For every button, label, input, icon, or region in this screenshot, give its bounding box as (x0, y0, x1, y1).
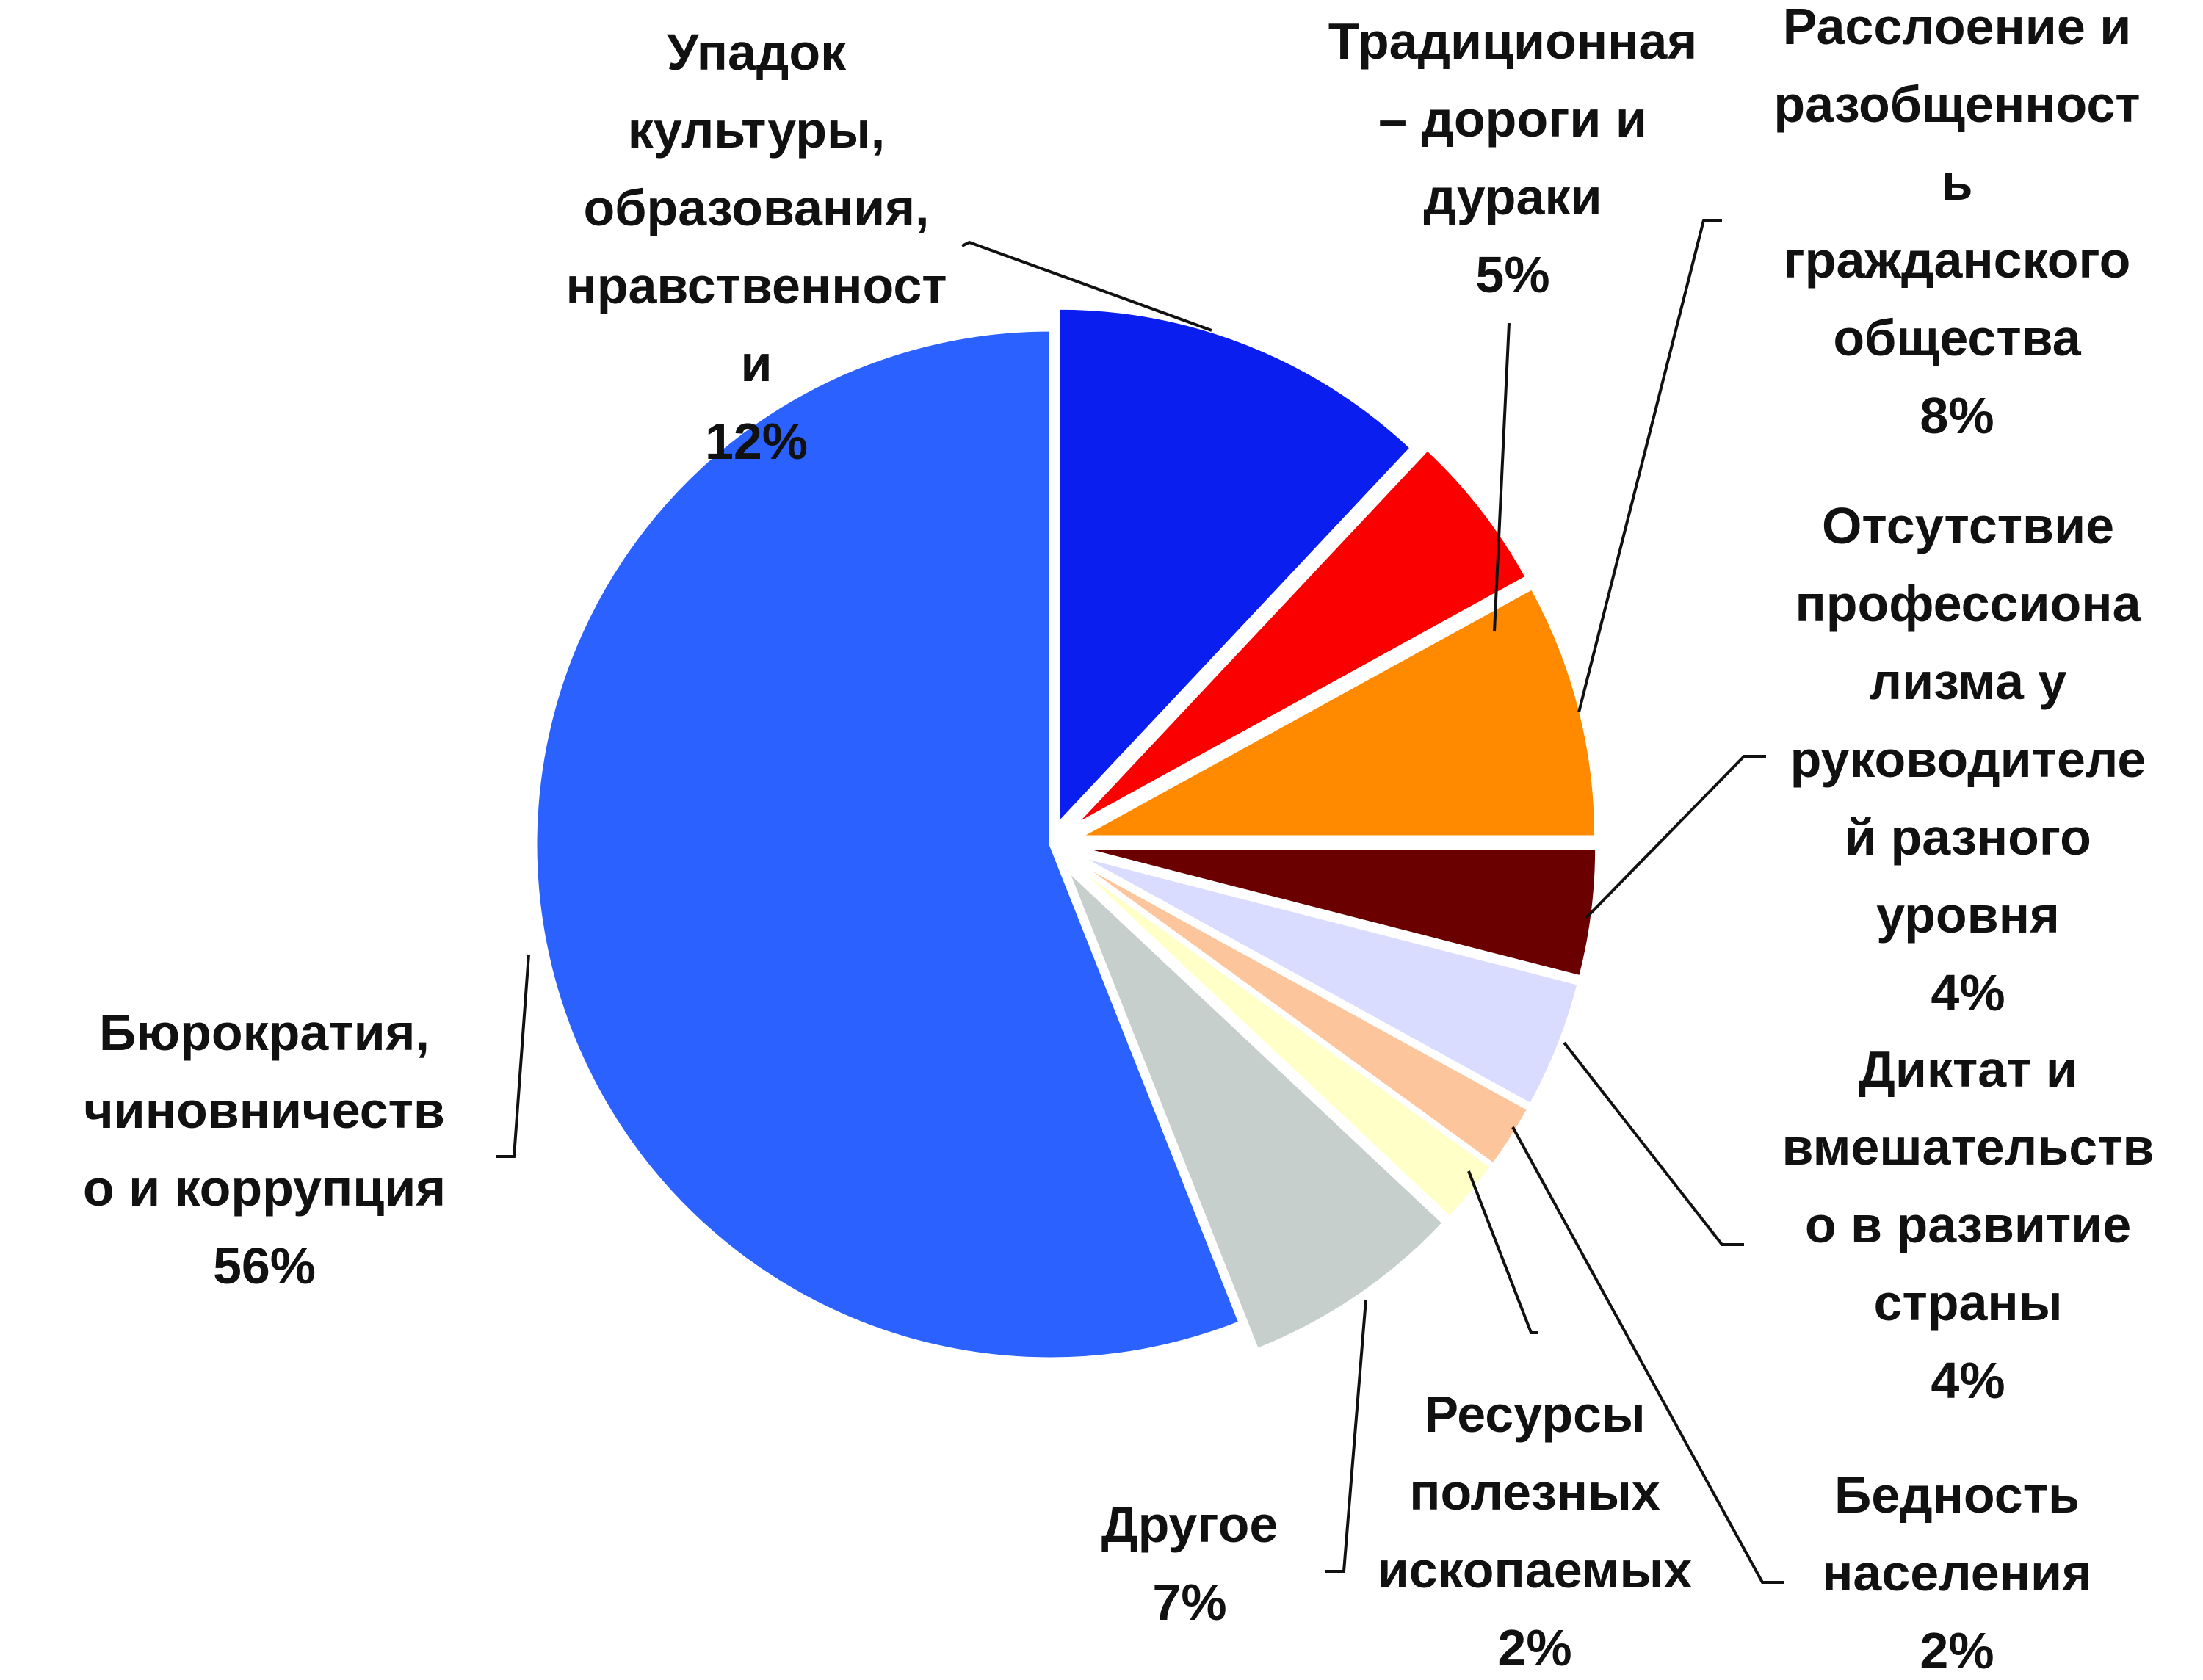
leader-line (961, 240, 1212, 332)
slice-label-line: ископаемых (1378, 1541, 1693, 1598)
pie-slice (1067, 870, 1445, 1351)
pie-slice (1057, 307, 1413, 826)
slice-label: Диктат и вмешательств о в развитие страны 4% (1781, 1040, 2154, 1409)
slice-value-label: 2% (1920, 1622, 1994, 1679)
leader-line (496, 954, 530, 1158)
slice-label-line: гражданского (1784, 231, 2131, 289)
slice-label-line: страны (1874, 1274, 2063, 1331)
pie-slice (535, 329, 1241, 1360)
slice-label: Традиционная – дороги и дураки 5% (1328, 12, 1697, 303)
slice-label-line: й разного (1845, 808, 2091, 866)
slice-label-line: профессиона (1795, 575, 2142, 632)
leader-line (1511, 1126, 1784, 1584)
slice-value-label: 12% (705, 413, 808, 470)
pie-slice (1074, 863, 1493, 1219)
slice-label-line: Отсутствие (1822, 497, 2114, 554)
slice-labels: Упадок культуры, образования, нравственност… (83, 0, 2155, 1679)
slice-label: Отсутствие профессиона лизма у руководителе… (1790, 497, 2146, 1021)
slice-label-line: вмешательств (1781, 1118, 2154, 1176)
slice-label-line: общества (1833, 309, 2081, 366)
slice-label: Бедность населения 2% (1822, 1466, 2092, 1679)
leader-line (1325, 1299, 1367, 1573)
slice-value-label: 5% (1475, 246, 1549, 303)
slice-label: Другое 7% (1102, 1496, 1278, 1631)
slice-label-line: Упадок (667, 23, 847, 81)
slice-label-line: Диктат и (1859, 1040, 2077, 1098)
slice-label-line: – дороги и (1378, 90, 1647, 148)
slice-label-line: руководителе (1790, 731, 2146, 788)
slice-value-label: 56% (213, 1237, 316, 1295)
slice-label: Расслоение и разобщенност ь гражданского общ… (1773, 0, 2140, 444)
slice-label-line: ь (1941, 153, 1972, 211)
slice-label-line: Ресурсы (1424, 1386, 1645, 1443)
slice-label-line: лизма у (1870, 653, 2067, 710)
slice-label-line: о и коррупция (83, 1159, 446, 1217)
slice-label-line: образования, (584, 179, 930, 236)
slice-label-line: о в развитие (1805, 1196, 2131, 1253)
pie-slice (1077, 861, 1530, 1166)
slice-label-line: полезных (1409, 1463, 1660, 1521)
slice-label-line: уровня (1876, 886, 2060, 944)
slice-value-label: 2% (1497, 1619, 1571, 1676)
slice-label-line: Другое (1102, 1496, 1278, 1553)
slice-label-line: чиновничеств (84, 1082, 445, 1139)
slice-label: Ресурсы полезных ископаемых 2% (1378, 1386, 1693, 1676)
slice-label-line: населения (1822, 1544, 2092, 1601)
leader-line (1493, 322, 1511, 632)
slice-value-label: 4% (1931, 964, 2005, 1021)
slice-label-line: дураки (1423, 168, 1602, 225)
slice-label-line: и (740, 335, 772, 392)
slice-label-line: культуры, (628, 101, 885, 159)
slice-label: Бюрократия, чиновничеств о и коррупция 56% (83, 1004, 446, 1295)
slice-label-line: Традиционная (1328, 12, 1697, 70)
slice-label-line: разобщенност (1773, 76, 2140, 133)
pie-slice (1074, 448, 1528, 826)
pie-slices (535, 307, 1598, 1360)
slice-label-line: Расслоение и (1783, 0, 2132, 55)
leader-line (1467, 1170, 1538, 1334)
slice-label: Упадок культуры, образования, нравственност… (565, 23, 947, 470)
slice-value-label: 4% (1931, 1352, 2005, 1409)
leader-line (1563, 1041, 1744, 1246)
leader-line (1577, 219, 1722, 713)
leader-lines (496, 219, 1784, 1584)
pie-slice (1079, 855, 1580, 1106)
slice-label-line: Бедность (1834, 1466, 2080, 1524)
slice-label-line: Бюрократия, (99, 1004, 430, 1061)
leader-line (1585, 755, 1766, 919)
slice-value-label: 7% (1152, 1574, 1226, 1631)
slice-label-line: нравственност (565, 257, 947, 314)
slice-value-label: 8% (1920, 387, 1994, 444)
